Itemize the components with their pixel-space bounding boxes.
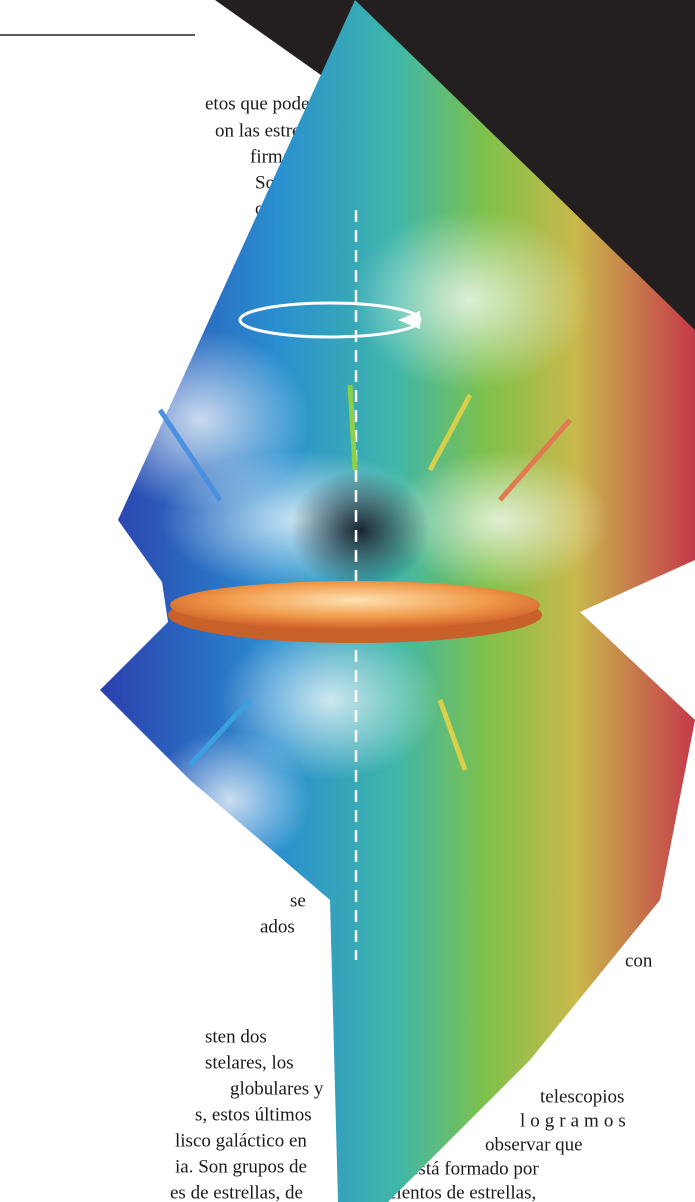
text-line: s, estos últimos xyxy=(195,1104,312,1125)
galactic-disk xyxy=(170,581,540,629)
outflow-arrows xyxy=(157,384,572,771)
ring-arrow xyxy=(398,311,420,329)
text-line: es de estrellas, de xyxy=(170,1182,303,1202)
text-line: stelares, los xyxy=(205,1052,294,1073)
text-line: ados xyxy=(260,916,295,937)
text-line: logramos xyxy=(520,1110,631,1131)
text-line: está formado por xyxy=(410,1158,539,1179)
cloud xyxy=(350,210,590,390)
text-line: globulares y xyxy=(230,1078,324,1099)
cloud xyxy=(150,730,310,870)
dark-core xyxy=(290,470,430,590)
text-line: telescopios xyxy=(540,1086,624,1107)
text-line: ia. Son grupos de xyxy=(175,1156,307,1177)
text-line: cientos de estrellas, xyxy=(388,1182,536,1202)
cloud xyxy=(390,450,610,590)
text-line: observar que xyxy=(485,1134,583,1155)
galaxy-illustration xyxy=(90,0,695,1202)
text-line: con xyxy=(625,950,653,971)
text-line: sten dos xyxy=(205,1026,267,1047)
text-line: lisco galáctico en xyxy=(175,1130,307,1151)
text-line: se xyxy=(290,890,306,911)
cloud xyxy=(220,620,440,780)
